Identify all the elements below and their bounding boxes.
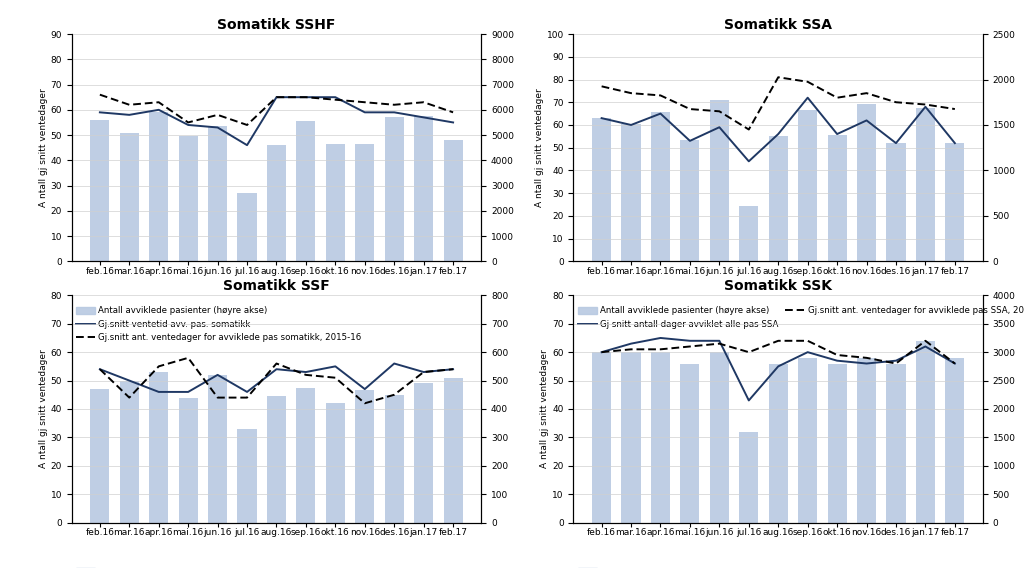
Bar [887,364,905,523]
Bar [443,378,463,523]
Bar [355,391,375,523]
Bar [651,352,670,523]
Bar [857,358,877,523]
Bar [385,118,403,261]
Bar [827,135,847,261]
Bar [238,193,257,261]
Bar [857,104,877,261]
Bar [208,375,227,523]
Bar [178,398,198,523]
Bar [296,387,315,523]
Bar [710,352,729,523]
Bar [326,403,345,523]
Bar [651,112,670,261]
Bar [769,136,787,261]
Legend: Antall avviklede pasienter (høyre akse), Gj snitt antall dager avviklet alle pas: Antall avviklede pasienter (høyre akse),… [578,307,1024,329]
Title: Somatikk SSHF: Somatikk SSHF [217,18,336,32]
Title: Somatikk SSF: Somatikk SSF [223,279,330,293]
Bar [296,121,315,261]
Bar [120,381,139,523]
Title: Somatikk SSA: Somatikk SSA [724,18,833,32]
Y-axis label: A ntall gj snitt ventedager: A ntall gj snitt ventedager [541,349,550,469]
Bar [267,145,286,261]
Bar [915,108,935,261]
Bar [414,383,433,523]
Bar [178,136,198,261]
Y-axis label: A ntall gj snitt ventedager: A ntall gj snitt ventedager [39,349,48,469]
Bar [769,364,787,523]
Bar [208,126,227,261]
Bar [622,352,641,523]
Title: Somatikk SSK: Somatikk SSK [724,279,833,293]
Bar [739,206,759,261]
Y-axis label: A ntall gj snitt ventedager: A ntall gj snitt ventedager [39,88,48,207]
Bar [680,140,699,261]
Bar [739,432,759,523]
Bar [798,358,817,523]
Bar [90,120,110,261]
Bar [710,101,729,261]
Bar [798,110,817,261]
Bar [120,132,139,261]
Bar [443,140,463,261]
Bar [414,116,433,261]
Bar [887,143,905,261]
Bar [326,144,345,261]
Bar [150,112,168,261]
Legend: Antall avviklede pasienter (høyre akse), Gj.snitt ventetid avv. pas. somatikk, G: Antall avviklede pasienter (høyre akse),… [76,307,361,342]
Bar [622,124,641,261]
Bar [915,341,935,523]
Bar [150,372,168,523]
Bar [267,396,286,523]
Bar [385,395,403,523]
Bar [945,143,965,261]
Bar [945,358,965,523]
Bar [827,364,847,523]
Bar [680,364,699,523]
Bar [90,389,110,523]
Bar [592,352,611,523]
Y-axis label: A ntall gj snitt ventedager: A ntall gj snitt ventedager [535,88,544,207]
Bar [592,118,611,261]
Bar [238,429,257,523]
Bar [355,144,375,261]
